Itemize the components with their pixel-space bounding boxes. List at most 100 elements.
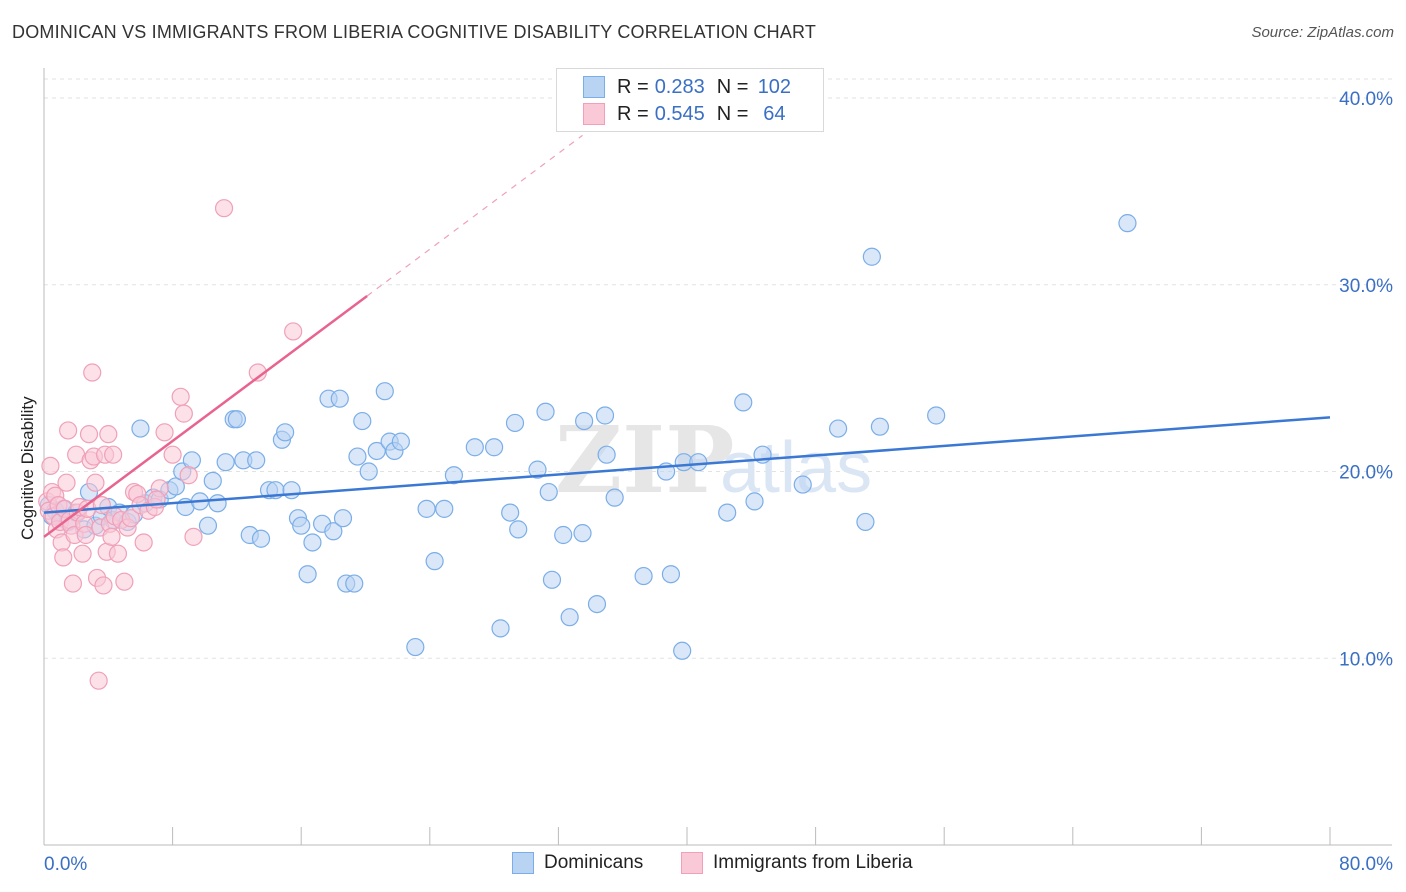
point-dominicans bbox=[444, 466, 464, 485]
point-dominicans bbox=[359, 462, 378, 481]
legend-label-dominicans: Dominicans bbox=[544, 852, 644, 873]
gridlines bbox=[44, 78, 1392, 659]
point-liberia bbox=[86, 473, 105, 492]
legend-swatch-liberia bbox=[583, 103, 605, 125]
point-dominicans bbox=[435, 499, 454, 518]
y-tick-label: 40.0% bbox=[1339, 89, 1393, 110]
point-dominicans bbox=[330, 389, 349, 408]
point-dominicans bbox=[870, 417, 890, 436]
point-liberia bbox=[76, 525, 95, 545]
point-dominicans bbox=[542, 570, 562, 589]
legend-item-dominicans[interactable]: Dominicans bbox=[512, 852, 643, 874]
y-tick-label: 10.0% bbox=[1339, 649, 1393, 670]
point-dominicans bbox=[131, 419, 150, 438]
point-dominicans bbox=[485, 438, 504, 457]
point-dominicans bbox=[406, 637, 425, 657]
point-dominicans bbox=[292, 516, 311, 535]
point-dominicans bbox=[276, 423, 295, 442]
point-liberia bbox=[174, 404, 193, 423]
point-dominicans bbox=[927, 406, 946, 425]
trend-line-dominicans bbox=[43, 416, 1331, 514]
point-dominicans bbox=[554, 525, 573, 545]
legend-label-liberia: Immigrants from Liberia bbox=[713, 852, 913, 873]
point-liberia bbox=[214, 199, 234, 218]
point-dominicans bbox=[491, 619, 510, 638]
legend-item-liberia[interactable]: Immigrants from Liberia bbox=[681, 852, 913, 874]
point-dominicans bbox=[505, 413, 525, 433]
source-label: Source: ZipAtlas.com bbox=[1251, 24, 1394, 41]
point-dominicans bbox=[333, 509, 353, 528]
point-dominicans bbox=[353, 411, 372, 431]
point-dominicans bbox=[417, 499, 436, 518]
point-liberia bbox=[163, 445, 182, 464]
legend-n-label: N = bbox=[716, 102, 749, 125]
point-dominicans bbox=[216, 453, 235, 472]
point-dominicans bbox=[375, 382, 394, 401]
point-dominicans bbox=[348, 447, 367, 466]
point-dominicans bbox=[425, 552, 444, 571]
point-dominicans bbox=[345, 574, 364, 593]
stats-legend: R = 0.283 N = 102 R = 0.545 N = 64 bbox=[556, 68, 824, 132]
y-tick-label: 20.0% bbox=[1339, 463, 1393, 484]
series-legend: Dominicans Immigrants from Liberia bbox=[0, 852, 1406, 878]
point-dominicans bbox=[298, 565, 317, 584]
point-liberia bbox=[89, 671, 108, 690]
x-tick-label: 80.0% bbox=[1339, 854, 1393, 875]
legend-swatch-dominicans bbox=[583, 76, 605, 98]
y-axis-label: Cognitive Disability bbox=[18, 396, 37, 540]
point-dominicans bbox=[1118, 214, 1137, 233]
point-dominicans bbox=[587, 594, 607, 614]
point-liberia bbox=[121, 509, 140, 528]
point-liberia bbox=[179, 466, 198, 485]
point-liberia bbox=[108, 544, 128, 563]
point-liberia bbox=[41, 456, 60, 476]
point-liberia bbox=[134, 533, 153, 552]
legend-swatch-dominicans bbox=[512, 852, 534, 874]
point-liberia bbox=[184, 527, 203, 546]
point-dominicans bbox=[509, 520, 528, 539]
point-liberia bbox=[83, 363, 102, 382]
point-dominicans bbox=[324, 522, 343, 541]
point-dominicans bbox=[391, 432, 410, 451]
legend-n-label: N = bbox=[716, 75, 749, 98]
point-dominicans bbox=[367, 441, 386, 461]
point-dominicans bbox=[829, 419, 848, 438]
point-liberia bbox=[102, 527, 121, 546]
point-dominicans bbox=[536, 402, 555, 421]
point-liberia bbox=[171, 387, 190, 406]
y-tick-label: 30.0% bbox=[1339, 276, 1393, 297]
point-dominicans bbox=[528, 460, 547, 479]
legend-n-value: 102 bbox=[757, 75, 792, 98]
point-dominicans bbox=[208, 494, 227, 513]
point-dominicans bbox=[856, 512, 875, 532]
point-dominicans bbox=[745, 492, 764, 511]
trend-extension-liberia bbox=[366, 134, 583, 297]
point-liberia bbox=[63, 574, 83, 593]
point-dominicans bbox=[247, 451, 266, 470]
point-dominicans bbox=[673, 641, 692, 660]
legend-r-label: R = bbox=[617, 102, 649, 125]
point-dominicans bbox=[501, 503, 520, 522]
point-dominicans bbox=[303, 533, 322, 552]
point-dominicans bbox=[282, 481, 301, 500]
legend-row-liberia: R = 0.545 N = 64 bbox=[583, 102, 794, 126]
point-dominicans bbox=[203, 471, 222, 490]
trend-lines bbox=[43, 134, 1331, 538]
point-liberia bbox=[79, 425, 99, 444]
point-dominicans bbox=[597, 445, 616, 464]
point-dominicans bbox=[560, 608, 579, 627]
point-dominicans bbox=[573, 524, 592, 543]
point-dominicans bbox=[793, 475, 812, 494]
point-liberia bbox=[94, 576, 113, 595]
point-liberia bbox=[115, 572, 134, 591]
point-dominicans bbox=[198, 516, 218, 535]
point-dominicans bbox=[862, 247, 881, 266]
point-dominicans bbox=[605, 488, 624, 507]
axes bbox=[43, 68, 1392, 846]
point-liberia bbox=[59, 421, 78, 440]
point-dominicans bbox=[227, 410, 246, 429]
point-dominicans bbox=[689, 453, 708, 472]
point-liberia bbox=[104, 445, 123, 464]
point-liberia bbox=[73, 544, 92, 563]
point-dominicans bbox=[575, 411, 594, 431]
